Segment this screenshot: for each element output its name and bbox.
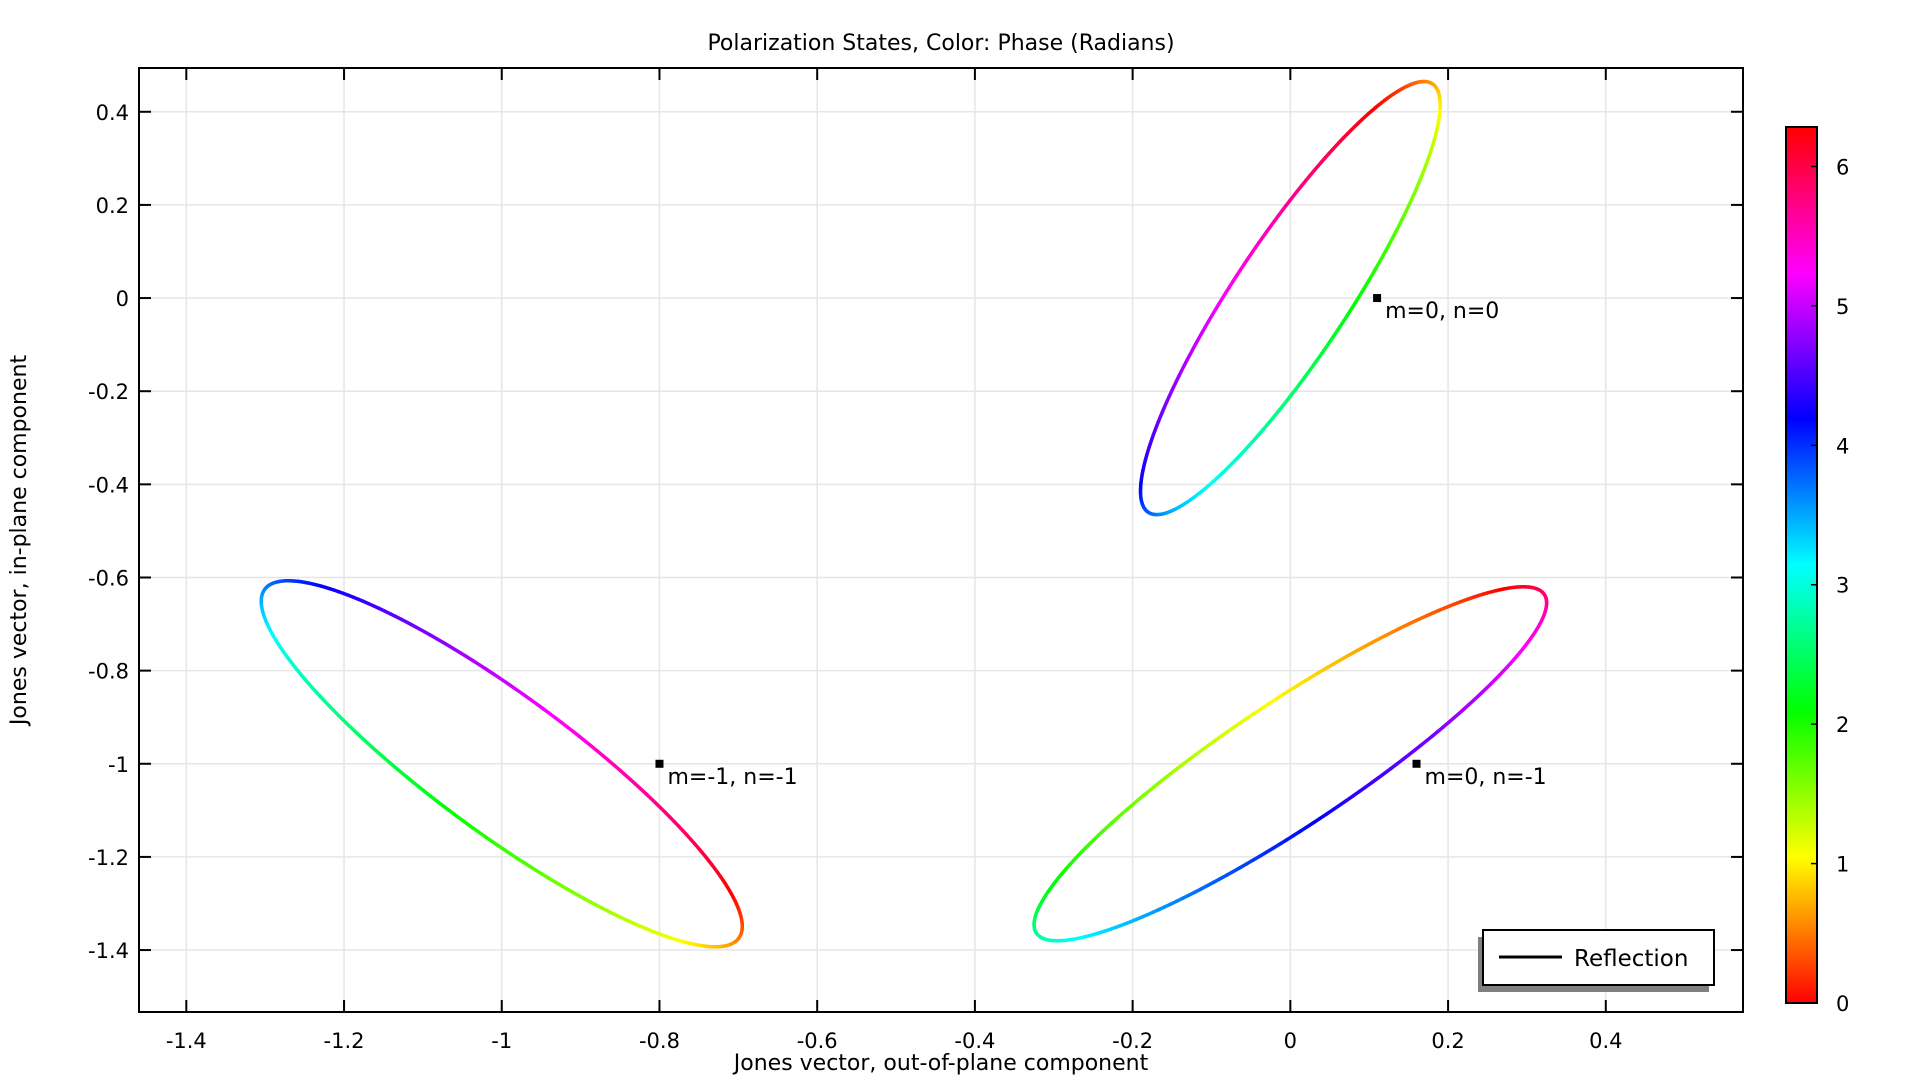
ellipse-m--1-n--1 — [259, 579, 745, 949]
plot-frame — [138, 67, 1744, 1013]
x-tick-label: 0 — [1284, 1029, 1297, 1053]
annotations: m=0, n=0 m=-1, n=-1 m=0, n=-1 — [655, 294, 1547, 790]
colorbar-tick-label: 4 — [1836, 434, 1849, 458]
axis-ticks: -1.4 -1.2 -1 -0.8 -0.6 -0.4 -0.2 0 0.2 0.4 0.4 0.2 0… — [88, 68, 1743, 1053]
chart-title: Polarization States, Color: Phase (Radia… — [707, 31, 1174, 56]
x-tick-label: -1 — [491, 1029, 512, 1053]
x-tick-label: -0.2 — [1112, 1029, 1153, 1053]
ellipse-m-0-n-0 — [1138, 79, 1442, 517]
colorbar-tick-label: 5 — [1836, 295, 1849, 319]
y-tick-label: -0.4 — [88, 473, 129, 497]
colorbar-tick-label: 3 — [1836, 574, 1849, 598]
y-tick-label: 0.2 — [96, 194, 129, 218]
y-tick-label: -0.6 — [88, 566, 129, 590]
x-tick-label: 0.4 — [1589, 1029, 1622, 1053]
annotation-label: m=0, n=-1 — [1425, 765, 1547, 790]
colorbar-tick-label: 2 — [1836, 713, 1849, 737]
polarization-curves — [259, 79, 1549, 949]
x-tick-label: -1.2 — [324, 1029, 365, 1053]
annotation-marker — [1373, 294, 1382, 303]
colorbar-tick-label: 6 — [1836, 155, 1849, 179]
y-tick-label: 0 — [116, 287, 129, 311]
y-axis-title: Jones vector, in-plane component — [7, 355, 32, 728]
colorbar-gradient — [1785, 126, 1818, 1004]
y-tick-label: -1 — [108, 753, 129, 777]
x-tick-label: -0.6 — [797, 1029, 838, 1053]
annotation-marker — [1412, 759, 1421, 768]
colorbar: 0 1 2 3 4 5 6 — [1785, 126, 1849, 1016]
x-tick-label: -0.4 — [954, 1029, 995, 1053]
x-tick-label: 0.2 — [1431, 1029, 1464, 1053]
colorbar-tick-label: 0 — [1836, 992, 1849, 1016]
legend: Reflection — [1478, 929, 1715, 992]
y-tick-label: -0.8 — [88, 660, 129, 684]
y-tick-label: -0.2 — [88, 380, 129, 404]
y-tick-label: -1.4 — [88, 939, 129, 963]
colorbar-tick-label: 1 — [1836, 853, 1849, 877]
ellipse-m-0-n--1 — [1032, 585, 1549, 943]
x-axis-title: Jones vector, out-of-plane component — [732, 1051, 1149, 1076]
y-tick-label: -1.2 — [88, 846, 129, 870]
curve-segment — [727, 888, 734, 896]
annotation-label: m=-1, n=-1 — [667, 765, 797, 790]
legend-label-reflection: Reflection — [1574, 946, 1688, 972]
x-tick-label: -1.4 — [166, 1029, 207, 1053]
x-tick-label: -0.8 — [639, 1029, 680, 1053]
annotation-marker — [655, 759, 664, 768]
curve-segment — [1498, 587, 1506, 592]
y-tick-label: 0.4 — [96, 101, 129, 125]
grid — [139, 68, 1743, 1012]
annotation-label: m=0, n=0 — [1385, 299, 1499, 324]
curve-segment — [1370, 106, 1377, 113]
